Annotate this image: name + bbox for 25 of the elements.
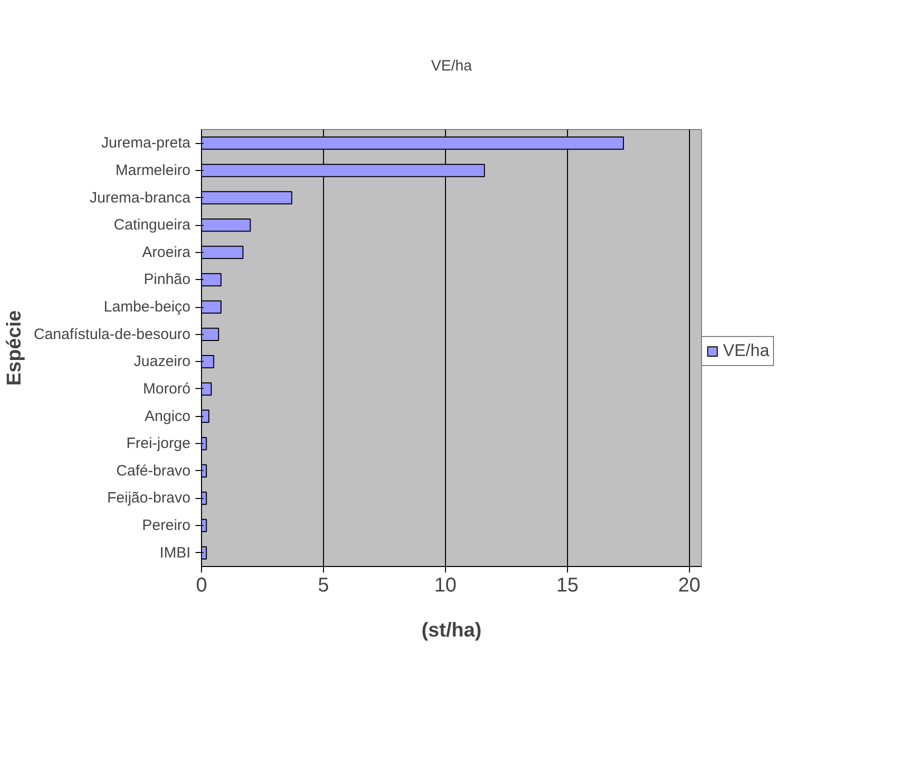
y-tick-label: Catingueira xyxy=(114,216,192,234)
y-tick-label: Pereiro xyxy=(142,517,191,534)
x-tick-label: 5 xyxy=(318,574,330,596)
y-tick-label: Jurema-branca xyxy=(90,189,192,206)
x-tick-label: 0 xyxy=(196,574,208,596)
y-tick-label: Angico xyxy=(144,408,191,425)
y-tick-label: Marmeleiro xyxy=(115,162,190,179)
y-tick-label: Jurema-preta xyxy=(101,134,192,152)
y-tick-label: Pinhão xyxy=(144,271,191,288)
chart-title: VE/ha xyxy=(431,58,473,74)
y-tick-label: Juazeiro xyxy=(134,353,191,370)
y-axis-title: Espécie xyxy=(4,310,26,386)
x-tick-label: 10 xyxy=(434,574,457,596)
y-tick-label: IMBI xyxy=(160,544,191,562)
y-tick-label: Canafístula-de-besouro xyxy=(34,326,191,343)
x-tick-label: 20 xyxy=(678,574,700,596)
y-tick-label: Lambe-beiço xyxy=(104,298,190,316)
legend-label: VE/ha xyxy=(723,341,770,361)
y-tick-label: Mororó xyxy=(142,380,191,398)
y-tick-label: Frei-jorge xyxy=(126,435,191,452)
x-tick-label: 15 xyxy=(556,574,578,596)
y-tick-label: Café-bravo xyxy=(116,462,190,480)
x-axis-title: (st/ha) xyxy=(422,620,482,642)
y-tick-label: Feijão-bravo xyxy=(107,490,191,507)
y-tick-label: Aroeira xyxy=(142,244,192,261)
